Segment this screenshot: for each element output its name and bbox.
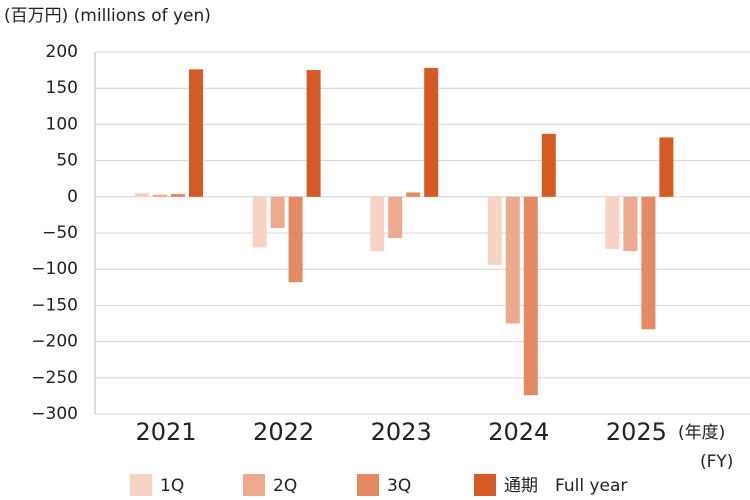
bar bbox=[424, 67, 439, 197]
x-tick-label: 2025 bbox=[606, 418, 667, 446]
y-tick-label: 150 bbox=[46, 78, 78, 98]
bar bbox=[659, 137, 674, 197]
x-tick-label: 2024 bbox=[488, 418, 549, 446]
bar bbox=[171, 193, 185, 197]
legend-label: 通期 Full year bbox=[504, 476, 627, 496]
bar bbox=[153, 194, 167, 197]
y-tick-label: −100 bbox=[31, 259, 78, 279]
y-axis-label: (百万円) (millions of yen) bbox=[4, 6, 211, 26]
y-tick-label: −150 bbox=[31, 295, 78, 315]
y-tick-label: 200 bbox=[46, 42, 78, 62]
legend-label: 3Q bbox=[387, 476, 411, 496]
bar bbox=[270, 196, 285, 228]
y-tick-label: −300 bbox=[31, 404, 78, 424]
bar bbox=[623, 196, 638, 252]
y-tick-label: 100 bbox=[46, 114, 78, 134]
bar bbox=[605, 196, 620, 249]
legend-label: 2Q bbox=[273, 476, 297, 496]
y-tick-label: 0 bbox=[67, 187, 78, 207]
y-tick-label: −50 bbox=[42, 223, 78, 243]
bar bbox=[288, 196, 303, 283]
legend-swatch bbox=[357, 474, 379, 496]
bar bbox=[252, 196, 267, 248]
legend-swatch bbox=[474, 474, 496, 496]
legend-swatch bbox=[130, 474, 152, 496]
bar bbox=[135, 193, 149, 197]
bar bbox=[189, 69, 203, 197]
y-tick-label: 50 bbox=[56, 151, 78, 171]
bar bbox=[487, 196, 502, 265]
bar bbox=[388, 196, 403, 239]
bar bbox=[541, 133, 556, 197]
legend-label: 1Q bbox=[160, 476, 184, 496]
bar bbox=[370, 196, 385, 252]
x-tick-label: 2022 bbox=[253, 418, 314, 446]
bar bbox=[505, 196, 520, 324]
x-axis-label: (年度) bbox=[678, 423, 725, 443]
bar bbox=[406, 192, 421, 197]
x-tick-label: 2023 bbox=[371, 418, 432, 446]
bar bbox=[306, 70, 321, 197]
legend-swatch bbox=[243, 474, 265, 496]
bar bbox=[641, 196, 656, 330]
x-tick-label: 2021 bbox=[135, 418, 196, 446]
x-axis-label-en: (FY) bbox=[700, 452, 733, 472]
bar bbox=[523, 196, 538, 396]
y-tick-label: −200 bbox=[31, 332, 78, 352]
y-tick-label: −250 bbox=[31, 368, 78, 388]
